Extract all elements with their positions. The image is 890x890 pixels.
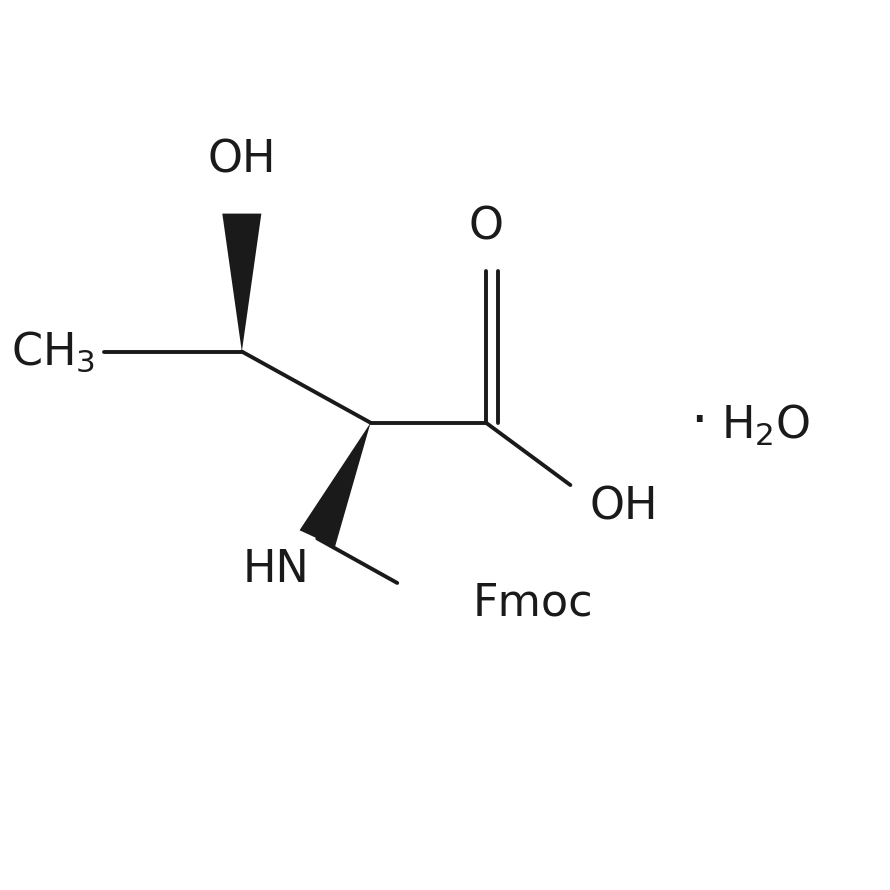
Text: O: O <box>468 206 504 248</box>
Text: Fmoc: Fmoc <box>473 582 594 625</box>
Text: H$_2$O: H$_2$O <box>721 403 811 448</box>
Text: OH: OH <box>207 139 276 182</box>
Polygon shape <box>300 423 370 546</box>
Text: CH$_3$: CH$_3$ <box>12 329 96 374</box>
Text: ·: · <box>691 396 708 449</box>
Text: HN: HN <box>242 548 309 591</box>
Polygon shape <box>222 214 262 352</box>
Text: OH: OH <box>589 486 658 529</box>
